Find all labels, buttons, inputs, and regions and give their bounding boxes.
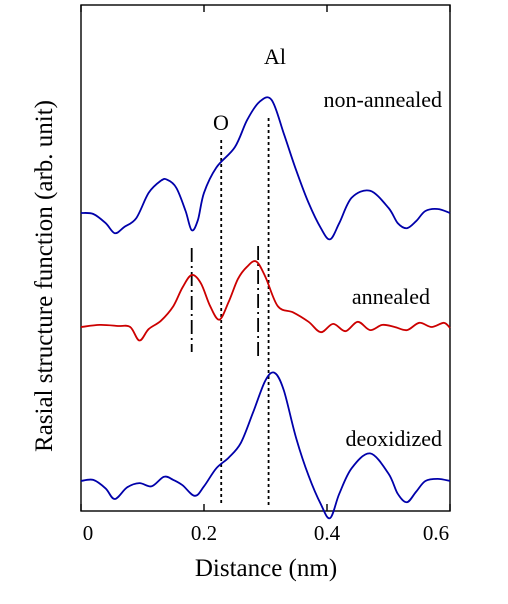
vertical-markers: [190, 118, 270, 508]
x-axis-ticks: 0 0.2 0.4 0.6: [80, 5, 451, 545]
y-axis-title: Rasial structure function (arb. unit): [31, 100, 58, 452]
x-axis-title: Distance (nm): [195, 555, 337, 582]
series-line-annealed: [80, 260, 451, 342]
x-tick-label: 0.4: [314, 521, 341, 545]
series-label-non-annealed: non-annealed: [324, 87, 443, 112]
series-lines: [80, 96, 451, 520]
series-line-deoxidized: [80, 371, 451, 520]
series-label-deoxidized: deoxidized: [345, 426, 442, 451]
series-line-non-annealed: [80, 96, 451, 241]
series-label-annealed: annealed: [352, 284, 430, 309]
al-label: Al: [264, 44, 286, 69]
plot-frame: [80, 4, 451, 512]
x-tick-label: 0.2: [191, 521, 217, 545]
x-tick-label: 0: [83, 521, 94, 545]
o-label: O: [213, 110, 229, 135]
x-tick-label: 0.6: [423, 521, 449, 545]
